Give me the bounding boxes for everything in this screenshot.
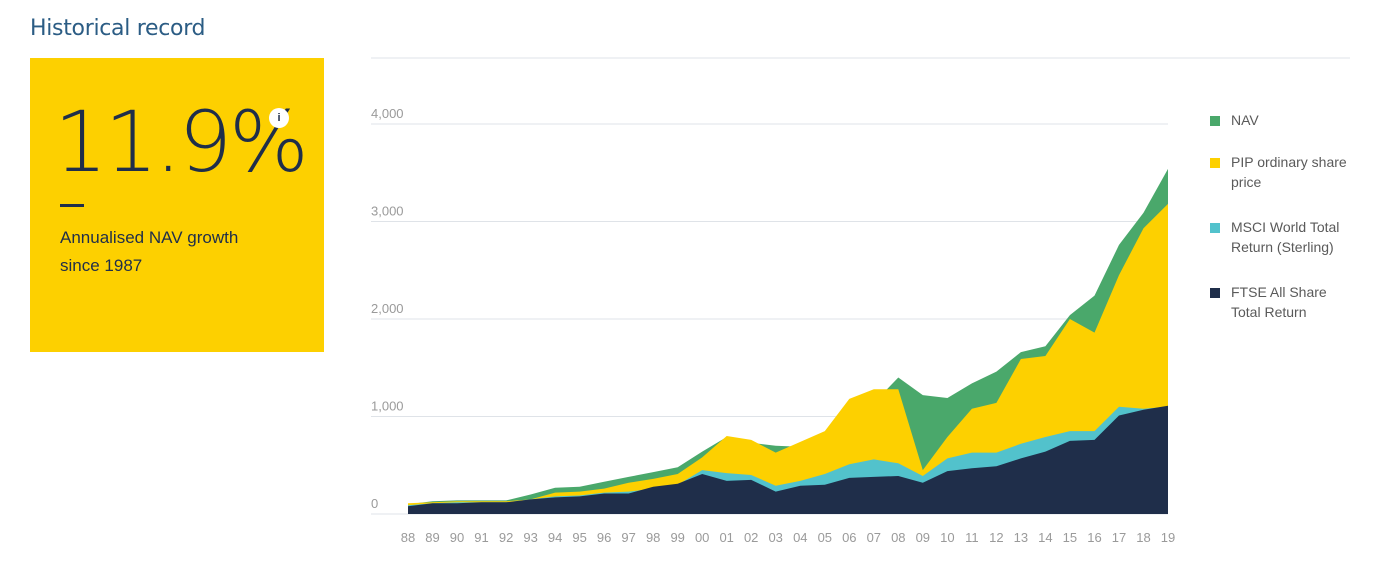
legend-swatch-ftse [1210, 288, 1220, 298]
legend-label: PIP ordinary share price [1231, 154, 1347, 190]
x-tick-label: 10 [940, 530, 954, 545]
x-tick-label: 08 [891, 530, 905, 545]
x-tick-label: 96 [597, 530, 611, 545]
x-tick-label: 14 [1038, 530, 1052, 545]
x-tick-label: 97 [621, 530, 635, 545]
y-tick-label: 2,000 [371, 301, 404, 316]
x-tick-label: 95 [572, 530, 586, 545]
x-tick-label: 88 [401, 530, 415, 545]
x-tick-label: 99 [670, 530, 684, 545]
legend-swatch-nav [1210, 116, 1220, 126]
x-tick-label: 05 [818, 530, 832, 545]
x-axis-labels: 88 89 90 91 92 93 94 95 96 97 98 99 00 01 02 03 04 05 06 07… [401, 530, 1175, 545]
y-tick-label: 0 [371, 496, 378, 511]
x-tick-label: 07 [867, 530, 881, 545]
series-area-ftse[interactable] [408, 405, 1168, 514]
y-tick-label: 1,000 [371, 399, 404, 414]
x-tick-label: 13 [1014, 530, 1028, 545]
x-tick-label: 16 [1087, 530, 1101, 545]
section-title: Historical record [30, 16, 206, 41]
legend-swatch-pip [1210, 158, 1220, 168]
stat-divider [60, 204, 84, 207]
stat-description: Annualised NAV growth since 1987 [60, 228, 239, 275]
x-tick-label: 98 [646, 530, 660, 545]
x-tick-label: 19 [1161, 530, 1175, 545]
legend-label: FTSE All Share Total Return [1231, 284, 1327, 320]
x-tick-label: 90 [450, 530, 464, 545]
x-tick-label: 15 [1063, 530, 1077, 545]
stat-card: 11.9% i Annualised NAV growth since 1987 [30, 58, 324, 352]
x-tick-label: 91 [474, 530, 488, 545]
x-tick-label: 17 [1112, 530, 1126, 545]
x-tick-label: 89 [425, 530, 439, 545]
x-tick-label: 06 [842, 530, 856, 545]
legend-label: MSCI World Total Return (Sterling) [1231, 219, 1340, 255]
y-axis-labels: 0 1,000 2,000 3,000 4,000 [371, 106, 404, 511]
stat-value: 11.9% [54, 93, 309, 191]
x-tick-label: 00 [695, 530, 709, 545]
x-tick-label: 01 [719, 530, 733, 545]
x-tick-label: 09 [916, 530, 930, 545]
x-tick-label: 93 [523, 530, 537, 545]
y-tick-label: 3,000 [371, 204, 404, 219]
info-icon[interactable]: i [269, 108, 289, 128]
x-tick-label: 94 [548, 530, 562, 545]
x-tick-label: 92 [499, 530, 513, 545]
series-areas [408, 168, 1168, 514]
legend-label: NAV [1231, 112, 1259, 128]
y-tick-label: 4,000 [371, 106, 404, 121]
legend-swatch-msci [1210, 223, 1220, 233]
x-tick-label: 03 [768, 530, 782, 545]
series-area-pip[interactable] [408, 203, 1168, 514]
area-chart: 0 1,000 2,000 3,000 4,000 88 89 90 91 92 93 94 95 96… [371, 57, 1350, 545]
x-tick-label: 04 [793, 530, 807, 545]
x-tick-label: 02 [744, 530, 758, 545]
x-tick-label: 18 [1136, 530, 1150, 545]
x-tick-label: 12 [989, 530, 1003, 545]
x-tick-label: 11 [965, 530, 979, 545]
